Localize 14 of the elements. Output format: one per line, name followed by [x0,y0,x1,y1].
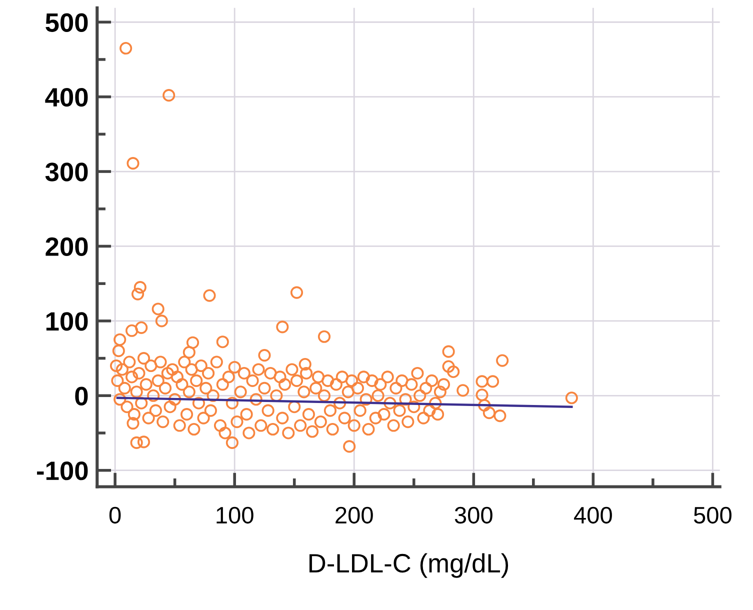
x-tick-label: 200 [336,506,373,524]
x-tick-label: 400 [574,506,612,524]
x-axis-title: D-LDL-C (mg/dL) [310,553,508,578]
x-tick-label: 100 [216,506,254,524]
x-tick-label: 300 [454,506,492,524]
y-tick-label: 300 [45,162,88,182]
x-tick-label: 0 [109,506,121,524]
y-tick-label: 200 [46,237,88,256]
x-tick-label: 500 [694,506,732,524]
y-tick-label: 400 [45,88,88,107]
y-tick-label: -100 [37,461,88,480]
y-tick-label: 0 [75,386,88,406]
y-tick-label: 100 [46,312,88,331]
y-tick-label: 500 [46,13,88,32]
